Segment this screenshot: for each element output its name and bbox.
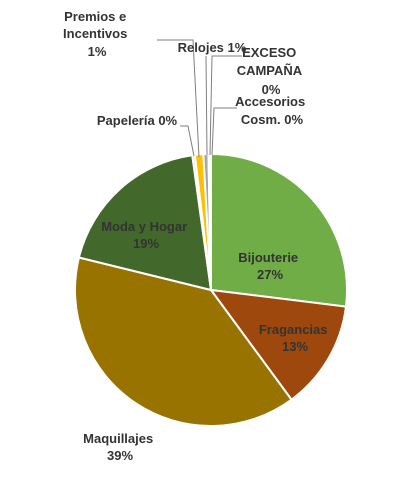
label-accesorios-cosm: Accesorios Cosm. 0%	[235, 94, 309, 127]
label-moda-y-hogar: Moda y Hogar 19%	[101, 219, 191, 251]
leader-lines	[157, 39, 242, 158]
leader-premios	[157, 39, 200, 158]
label-relojes: Relojes 1%	[178, 40, 247, 55]
slice-fragancias	[208, 288, 348, 402]
label-fragancias: Fragancias 13%	[259, 322, 331, 354]
data-labels: Bijouterie 27% Fragancias 13% Moda y Hog…	[63, 9, 331, 463]
leader-accesorios	[211, 107, 237, 156]
slice-maquillajes	[74, 256, 293, 427]
label-bijouterie: Bijouterie 27%	[238, 250, 302, 282]
leader-papeleria	[180, 125, 195, 157]
label-papeleria: Papelería 0%	[97, 113, 178, 128]
pie-slices	[74, 152, 348, 427]
leader-exceso	[209, 55, 242, 156]
label-premios-e-incentivos: Premios e Incentivos 1%	[63, 9, 131, 59]
label-maquillajes: Maquillajes 39%	[83, 431, 157, 463]
leader-relojes	[205, 55, 208, 156]
label-exceso-campana: EXCESO CAMPAÑA 0%	[237, 45, 306, 97]
slice-bijouterie	[210, 152, 348, 308]
slice-moda-y-hogar	[77, 154, 213, 292]
